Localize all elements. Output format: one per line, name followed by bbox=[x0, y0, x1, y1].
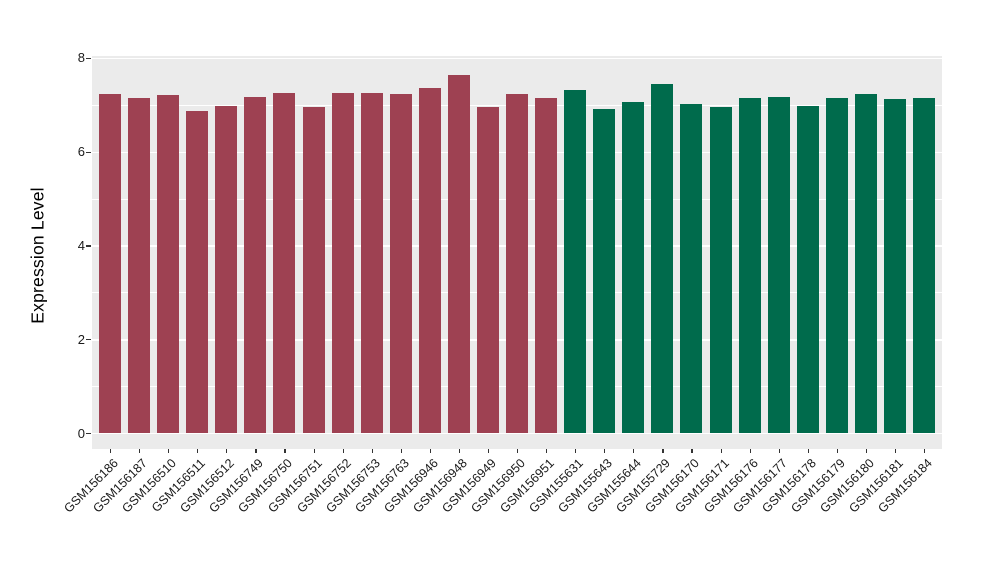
bar-GSM156753 bbox=[360, 92, 383, 433]
y-tick-mark bbox=[86, 433, 91, 435]
bar-GSM156750 bbox=[273, 92, 296, 433]
x-tick-mark bbox=[836, 449, 838, 453]
x-tick-mark bbox=[633, 449, 635, 453]
bar-GSM156510 bbox=[157, 94, 180, 433]
x-tick-mark bbox=[575, 449, 577, 453]
y-tick-mark bbox=[86, 245, 91, 247]
y-tick-label: 2 bbox=[77, 331, 85, 347]
x-tick-mark bbox=[778, 449, 780, 453]
y-tick-mark bbox=[86, 57, 91, 59]
bar-GSM156951 bbox=[535, 97, 558, 433]
x-tick-mark bbox=[284, 449, 286, 453]
y-tick-label: 6 bbox=[77, 144, 85, 160]
bar-GSM156950 bbox=[506, 93, 528, 433]
x-tick-mark bbox=[720, 449, 722, 453]
bar-GSM156948 bbox=[447, 74, 470, 433]
x-tick-mark bbox=[197, 449, 199, 453]
x-tick-mark bbox=[255, 449, 257, 453]
bar-GSM156171 bbox=[709, 106, 732, 433]
x-tick-mark bbox=[924, 449, 926, 453]
x-tick-mark bbox=[139, 449, 141, 453]
bar-GSM156749 bbox=[244, 96, 267, 433]
bar-GSM156178 bbox=[796, 105, 819, 433]
x-tick-mark bbox=[894, 449, 897, 453]
x-tick-mark bbox=[604, 449, 606, 453]
bar-GSM156752 bbox=[331, 92, 354, 433]
bar-GSM155644 bbox=[622, 101, 645, 433]
bar-GSM155643 bbox=[593, 108, 616, 433]
x-tick-mark bbox=[313, 449, 315, 453]
y-tick-label: 0 bbox=[77, 425, 85, 441]
x-tick-mark bbox=[168, 449, 170, 453]
plot-panel bbox=[92, 56, 942, 449]
bar-GSM156170 bbox=[680, 103, 703, 433]
bar-GSM156946 bbox=[418, 87, 441, 433]
bar-GSM156176 bbox=[738, 97, 761, 433]
x-tick-mark bbox=[400, 449, 402, 453]
y-tick-mark bbox=[86, 339, 91, 341]
major-gridline bbox=[92, 57, 942, 60]
bar-GSM156180 bbox=[854, 93, 877, 433]
bar-GSM156751 bbox=[302, 106, 325, 433]
x-tick-mark bbox=[807, 449, 809, 453]
major-gridline bbox=[92, 433, 942, 435]
bar-GSM155729 bbox=[651, 83, 674, 433]
bar-GSM156186 bbox=[99, 93, 121, 433]
x-tick-mark bbox=[487, 449, 490, 453]
x-tick-mark bbox=[458, 449, 461, 453]
bar-GSM156949 bbox=[476, 106, 499, 433]
x-tick-mark bbox=[546, 449, 548, 453]
y-tick-label: 8 bbox=[77, 50, 85, 66]
bar-GSM156184 bbox=[913, 97, 935, 433]
x-tick-mark bbox=[371, 449, 373, 453]
x-tick-mark bbox=[749, 449, 751, 453]
y-axis-title: Expression Level bbox=[27, 187, 48, 324]
x-tick-mark bbox=[691, 449, 693, 453]
x-tick-mark bbox=[662, 449, 664, 453]
y-tick-mark bbox=[86, 151, 91, 153]
x-tick-mark bbox=[429, 449, 431, 453]
bar-GSM156511 bbox=[186, 110, 209, 433]
bar-GSM156181 bbox=[883, 99, 906, 433]
bar-GSM156763 bbox=[389, 93, 412, 433]
x-tick-mark bbox=[110, 449, 112, 453]
bar-GSM156179 bbox=[825, 97, 848, 433]
y-tick-label: 4 bbox=[77, 237, 85, 253]
bar-GSM156187 bbox=[128, 97, 151, 433]
x-tick-mark bbox=[226, 449, 228, 453]
bar-GSM156512 bbox=[215, 106, 238, 433]
bar-GSM156177 bbox=[767, 96, 790, 433]
bar-GSM155631 bbox=[564, 89, 587, 433]
x-tick-mark bbox=[865, 449, 868, 453]
x-tick-mark bbox=[342, 449, 344, 453]
x-tick-mark bbox=[517, 449, 519, 453]
